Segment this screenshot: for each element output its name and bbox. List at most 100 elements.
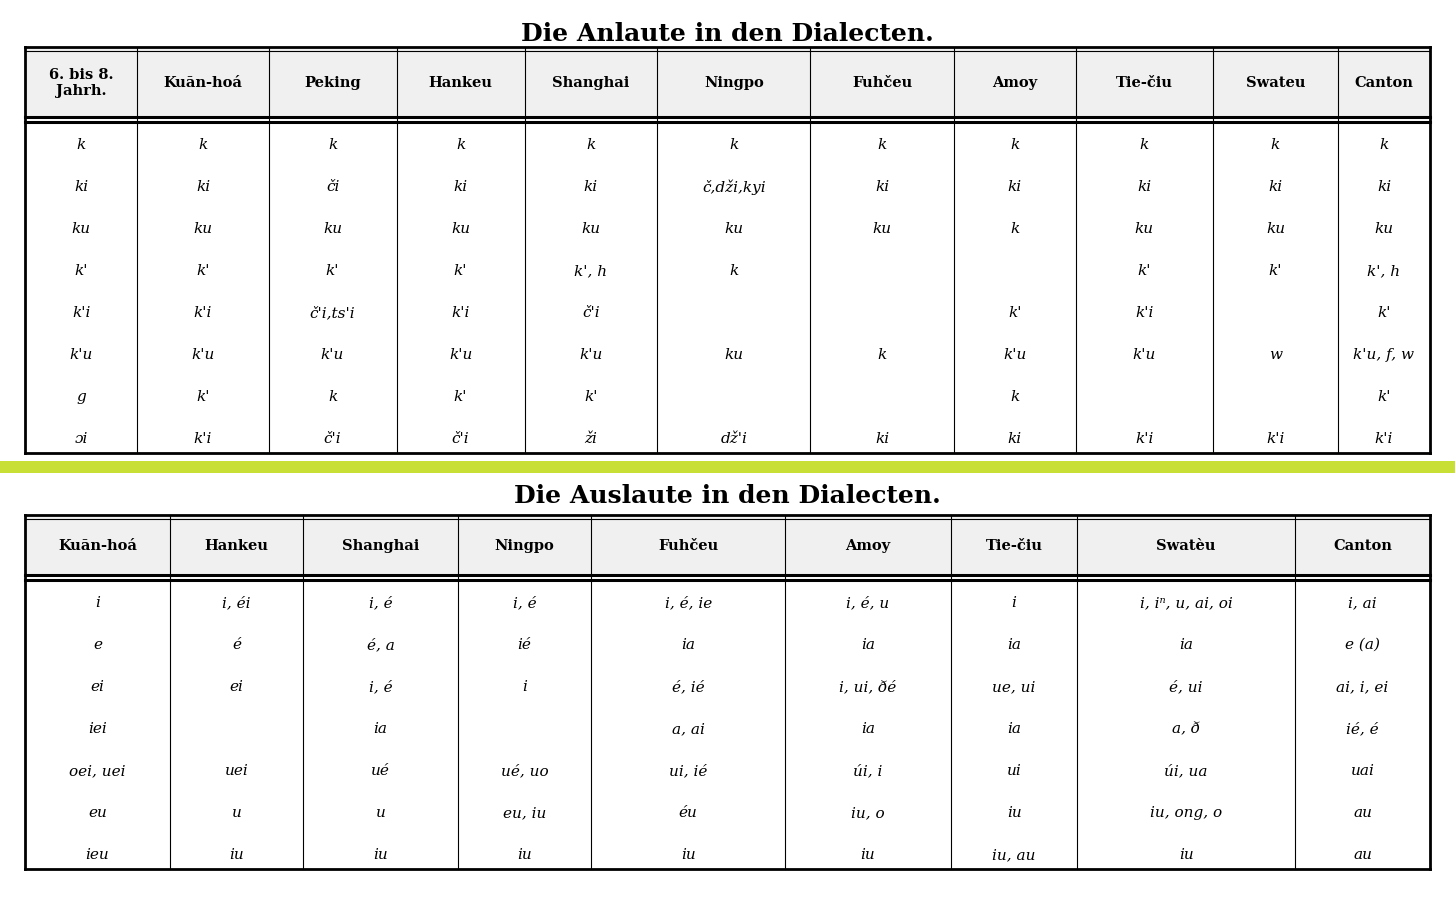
Text: Kuān-hoá: Kuān-hoá (163, 76, 243, 90)
Text: i, é: i, é (368, 679, 393, 694)
Text: či: či (326, 180, 339, 194)
Text: ki: ki (196, 180, 210, 194)
Text: ia: ia (681, 638, 695, 651)
Text: č,dži,kyi: č,dži,kyi (701, 179, 765, 194)
Text: ki: ki (874, 180, 889, 194)
Text: č'i: č'i (582, 305, 599, 320)
Text: é, ié: é, ié (672, 679, 704, 694)
Text: k'u: k'u (70, 348, 93, 361)
Text: iu: iu (372, 847, 388, 861)
Text: uei: uei (224, 763, 249, 777)
Text: u: u (375, 805, 386, 819)
Text: k': k' (326, 264, 339, 278)
Text: u: u (231, 805, 242, 819)
Text: č'i: č'i (451, 432, 470, 445)
Text: k': k' (1138, 264, 1151, 278)
Text: k': k' (454, 264, 467, 278)
Text: k: k (729, 264, 738, 278)
Text: i, iⁿ, u, ai, oi: i, iⁿ, u, ai, oi (1139, 595, 1232, 610)
Text: iu, au: iu, au (992, 847, 1036, 861)
Text: k: k (1010, 138, 1020, 152)
Text: č'i,ts'i: č'i,ts'i (310, 305, 355, 320)
Text: k'i: k'i (71, 305, 90, 320)
Text: k'i: k'i (194, 432, 212, 445)
Text: é, a: é, a (367, 638, 394, 651)
Text: éu: éu (678, 805, 697, 819)
Text: au: au (1353, 847, 1372, 861)
Text: ia: ia (861, 721, 874, 735)
Text: č'i: č'i (323, 432, 342, 445)
Text: Die Anlaute in den Dialecten.: Die Anlaute in den Dialecten. (521, 22, 933, 46)
Text: ki: ki (1269, 180, 1282, 194)
Text: Tie-čiu: Tie-čiu (985, 538, 1043, 553)
Text: ku: ku (725, 348, 744, 361)
Text: Ningpo: Ningpo (704, 76, 764, 90)
Text: ki: ki (1138, 180, 1151, 194)
Bar (25, 48, 1430, 118)
Text: i: i (1011, 595, 1017, 610)
Text: Canton: Canton (1333, 538, 1392, 553)
Text: ia: ia (1179, 638, 1193, 651)
Text: ei: ei (230, 679, 243, 694)
Text: ki: ki (1008, 180, 1021, 194)
Text: ku: ku (582, 222, 601, 236)
Text: Ningpo: Ningpo (495, 538, 554, 553)
Text: k': k' (196, 389, 210, 404)
Text: Hankeu: Hankeu (429, 76, 493, 90)
Text: Amoy: Amoy (992, 76, 1037, 90)
Text: ku: ku (725, 222, 744, 236)
Bar (25, 516, 1430, 869)
Text: k'i: k'i (1135, 432, 1154, 445)
Text: au: au (1353, 805, 1372, 819)
Text: Swatèu: Swatèu (1157, 538, 1216, 553)
Text: k': k' (583, 389, 598, 404)
Text: ié: ié (518, 638, 531, 651)
Text: iei: iei (87, 721, 106, 735)
Text: ué, uo: ué, uo (501, 763, 549, 777)
Text: ué: ué (371, 763, 390, 777)
Text: k: k (1010, 389, 1020, 404)
Text: k: k (1379, 138, 1388, 152)
Text: Shanghai: Shanghai (342, 538, 419, 553)
Text: Kuān-hoá: Kuān-hoá (58, 538, 137, 553)
Text: Fuhčeu: Fuhčeu (658, 538, 719, 553)
Text: iu: iu (228, 847, 244, 861)
Text: ia: ia (1007, 638, 1021, 651)
Text: w: w (1269, 348, 1282, 361)
Text: k': k' (1378, 305, 1391, 320)
Text: úi, i: úi, i (853, 763, 883, 777)
Text: k: k (1270, 138, 1280, 152)
Text: ui, ié: ui, ié (669, 763, 707, 777)
Text: k'u, f, w: k'u, f, w (1353, 348, 1414, 361)
Text: k'u: k'u (1132, 348, 1157, 361)
Text: ku: ku (873, 222, 892, 236)
Bar (0, 461, 1455, 473)
Text: iu: iu (517, 847, 533, 861)
Text: i, é: i, é (368, 595, 393, 610)
Text: k'u: k'u (191, 348, 215, 361)
Text: k'i: k'i (451, 305, 470, 320)
Text: k'u: k'u (1002, 348, 1026, 361)
Text: g: g (76, 389, 86, 404)
Text: ieu: ieu (86, 847, 109, 861)
Text: ku: ku (1266, 222, 1285, 236)
Text: k'u: k'u (579, 348, 602, 361)
Text: Tie-čiu: Tie-čiu (1116, 76, 1173, 90)
Text: ia: ia (861, 638, 874, 651)
Text: ku: ku (451, 222, 470, 236)
Text: dž'i: dž'i (720, 432, 748, 445)
Text: ku: ku (71, 222, 90, 236)
Text: k': k' (196, 264, 210, 278)
Text: Shanghai: Shanghai (553, 76, 630, 90)
Text: Amoy: Amoy (845, 538, 890, 553)
Text: ki: ki (454, 180, 467, 194)
Text: ku: ku (1375, 222, 1394, 236)
Text: k': k' (74, 264, 87, 278)
Text: Fuhčeu: Fuhčeu (853, 76, 912, 90)
Text: i, é, u: i, é, u (847, 595, 889, 610)
Text: iu, o: iu, o (851, 805, 885, 819)
Text: é: é (231, 638, 242, 651)
Text: Die Auslaute in den Dialecten.: Die Auslaute in den Dialecten. (514, 483, 940, 507)
Text: k': k' (454, 389, 467, 404)
Text: eu, iu: eu, iu (503, 805, 546, 819)
